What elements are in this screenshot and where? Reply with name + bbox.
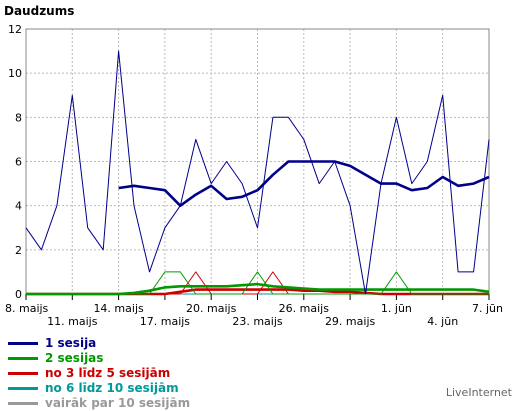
y-tick-label: 6 [15,156,22,169]
y-tick-label: 0 [15,288,22,301]
x-tick-label: 8. maijs [5,302,49,315]
y-tick-label: 2 [15,244,22,257]
x-tick-label: 26. maijs [279,302,330,315]
legend-swatch-1-sesija [8,342,38,345]
series-line [26,271,489,295]
legend-swatch-2-sesijas [8,357,38,360]
legend-swatch-10-plus-sesijas [8,402,38,405]
x-tick-label: 7. jūn [472,302,503,315]
y-tick-label: 10 [8,67,22,80]
x-tick-label: 4. jūn [427,315,458,328]
legend-label: 2 sesijas [45,351,104,365]
y-tick-label: 12 [8,23,22,36]
x-tick-label: 23. maijs [232,315,283,328]
x-tick-label: 11. maijs [47,315,98,328]
legend-swatch-3-5-sesijas [8,372,38,375]
x-tick-label: 29. maijs [325,315,376,328]
y-tick-label: 8 [15,111,22,124]
legend-swatch-6-10-sesijas [8,387,38,390]
y-tick-label: 4 [15,200,22,213]
legend-label: 1 sesija [45,336,97,350]
legend-item: no 3 līdz 5 sesijām [8,366,190,381]
legend-item: 1 sesija [8,336,190,351]
x-tick-label: 1. jūn [381,302,412,315]
x-tick-label: 20. maijs [186,302,237,315]
brand-label: LiveInternet [445,386,512,399]
legend-label: vairāk par 10 sesijām [45,396,191,410]
legend: 1 sesija 2 sesijas no 3 līdz 5 sesijām n… [8,336,190,411]
series-line [25,50,490,295]
series-line [118,160,490,207]
legend-item: no 6 līdz 10 sesijām [8,381,190,396]
chart-title: Daudzums [4,4,74,18]
x-tick-label: 17. maijs [140,315,191,328]
legend-item: vairāk par 10 sesijām [8,396,190,411]
gridlines [26,28,489,294]
x-tick-label: 14. maijs [93,302,144,315]
legend-label: no 3 līdz 5 sesijām [45,366,171,380]
legend-label: no 6 līdz 10 sesijām [45,381,179,395]
series-lines [25,50,490,296]
legend-item: 2 sesijas [8,351,190,366]
